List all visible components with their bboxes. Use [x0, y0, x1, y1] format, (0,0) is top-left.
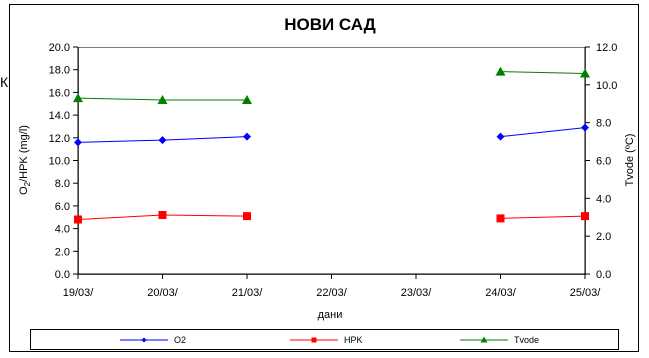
x-tick-label: 19/03/: [63, 287, 95, 299]
y2-tick-label: 8.0: [596, 118, 611, 130]
data-point: [243, 132, 251, 141]
x-tick-label: 24/03/: [485, 287, 517, 299]
y-tick-label: 0.0: [55, 269, 70, 281]
data-point: [74, 215, 82, 224]
x-tick-label: 20/03/: [147, 287, 179, 299]
y-axis-label-sub: 2: [23, 181, 32, 186]
legend-swatch-marker: [480, 336, 488, 343]
legend-item-hpk: HPK: [290, 335, 363, 345]
y-axis-label: O2/HPK (mg/l): [18, 125, 32, 195]
data-point: [158, 136, 167, 145]
data-point: [158, 210, 167, 219]
x-axis: 19/03/20/03/21/03/22/03/23/03/24/03/25/0…: [63, 273, 602, 299]
series-layer: [73, 66, 590, 224]
y2-tick-label: 6.0: [596, 156, 611, 168]
y2-tick-label: 10.0: [596, 80, 617, 92]
y-tick-label: 4.0: [55, 224, 70, 236]
y2-tick-label: 4.0: [596, 193, 611, 205]
legend-swatch-marker: [311, 337, 317, 343]
y-tick-label: 6.0: [55, 201, 70, 213]
legend-label: Tvode: [514, 335, 539, 345]
data-point: [243, 212, 251, 221]
y-axis-label-main: O: [18, 186, 30, 195]
x-axis-label: дани: [318, 309, 343, 321]
y2-tick-label: 0.0: [596, 269, 611, 281]
y-tick-label: 16.0: [49, 87, 70, 99]
series-hpk: [74, 210, 589, 224]
data-point: [495, 66, 506, 76]
x-tick-label: 23/03/: [401, 287, 433, 299]
y2-axis: 0.0 2.0 4.0 6.0 8.0 10.0 12.0: [584, 42, 617, 281]
series-line: [500, 127, 586, 138]
legend-item-o2: O2: [120, 335, 186, 345]
data-point: [73, 93, 83, 103]
series-line: [500, 71, 586, 74]
data-point: [157, 94, 168, 104]
data-point: [496, 132, 505, 141]
legend-label: O2: [174, 335, 186, 345]
legend-items: O2 HPK Tvode: [120, 335, 539, 345]
data-point: [242, 94, 252, 104]
legend-label: HPK: [344, 335, 363, 345]
y-tick-label: 2.0: [55, 246, 70, 258]
legend-item-tvode: Tvode: [460, 335, 539, 345]
data-point: [74, 138, 82, 147]
y2-tick-label: 2.0: [596, 231, 611, 243]
data-point: [581, 212, 589, 221]
legend-swatch-marker: [141, 337, 147, 343]
series-o2: [74, 123, 589, 147]
y2-axis-label: Tvode (ºC): [624, 134, 636, 187]
y-tick-label: 10.0: [49, 156, 70, 168]
y-axis: 0.0 2.0 4.0 6.0 8.0 10.0 12.0 14.0 16.0 18.0 20.0: [49, 42, 79, 281]
data-point: [581, 123, 589, 132]
x-tick-label: 25/03/: [570, 287, 602, 299]
y-tick-label: 14.0: [49, 110, 70, 122]
series-tvode: [73, 66, 590, 104]
y-tick-label: 20.0: [49, 42, 70, 54]
series-line: [500, 215, 586, 219]
y-axis-label-rest: /HPK (mg/l): [18, 125, 30, 182]
data-point: [496, 214, 505, 223]
y-tick-label: 12.0: [49, 133, 70, 145]
y-tick-label: 18.0: [49, 65, 70, 77]
chart-title: НОВИ САД: [284, 15, 376, 34]
data-point: [580, 68, 590, 78]
x-tick-label: 22/03/: [316, 287, 348, 299]
x-tick-label: 21/03/: [232, 287, 264, 299]
y2-tick-label: 12.0: [596, 42, 617, 54]
cutoff-glyph: К: [0, 74, 9, 90]
plot-area: [78, 47, 586, 275]
y-tick-label: 8.0: [55, 178, 70, 190]
